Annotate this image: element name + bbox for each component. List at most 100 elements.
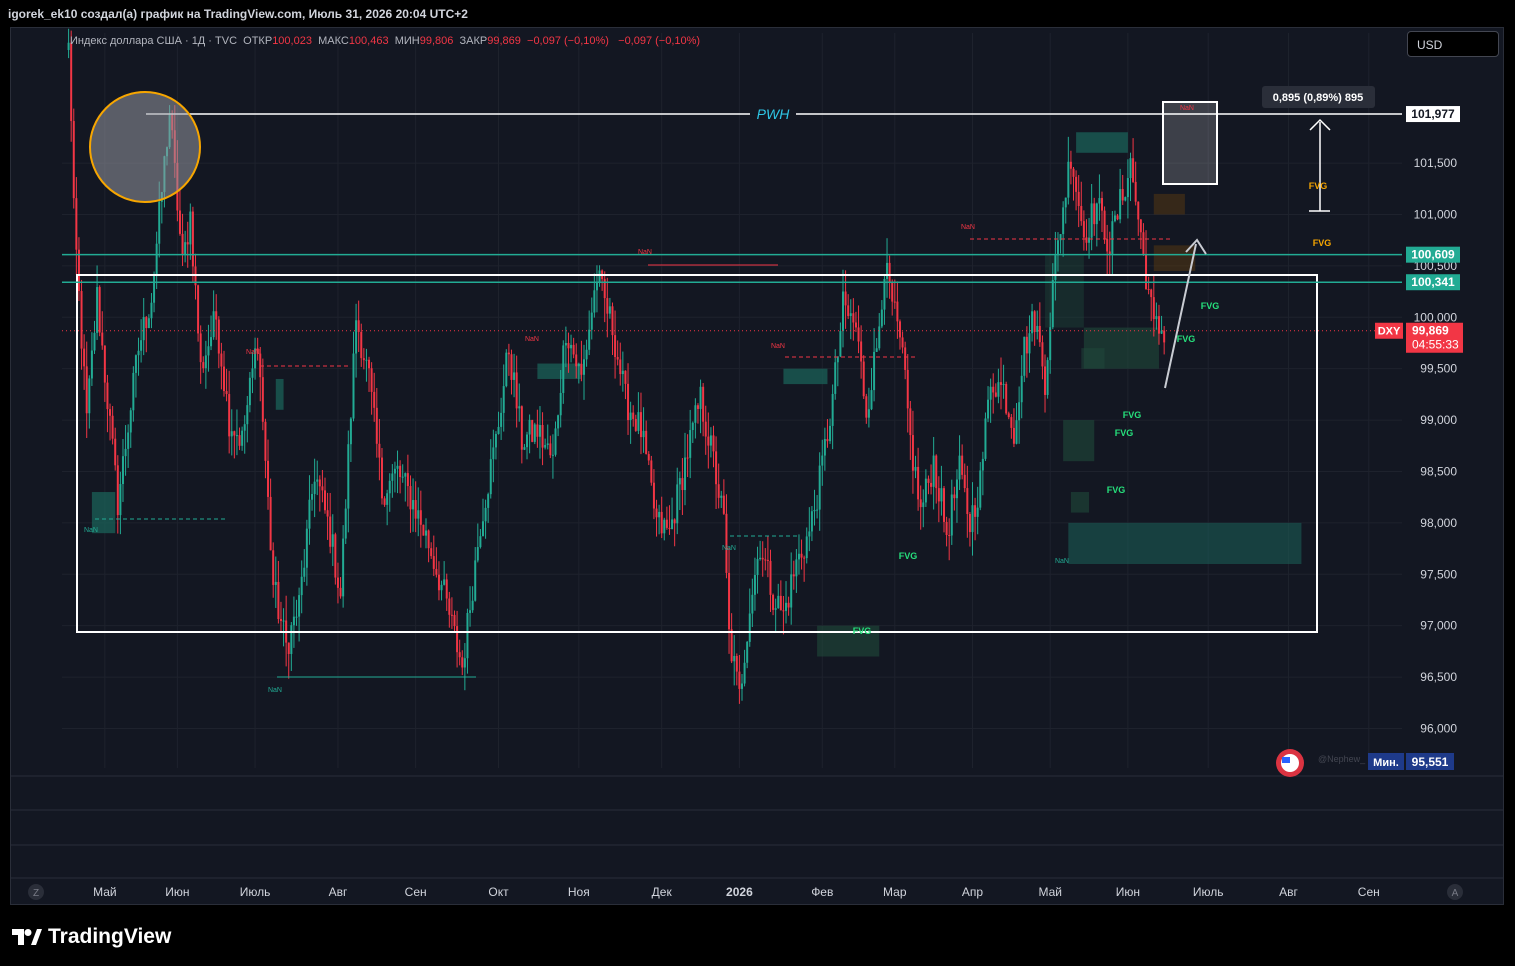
candle <box>1031 303 1034 342</box>
symbol-legend[interactable]: Индекс доллара США · 1Д · TVC ОТКР100,02… <box>70 35 700 47</box>
candle-body <box>1126 178 1129 198</box>
candle-body <box>580 363 583 375</box>
candle-body <box>932 455 935 487</box>
candle <box>422 524 425 536</box>
candle-body <box>241 430 244 446</box>
candle <box>637 392 640 435</box>
candle-body <box>487 494 490 508</box>
candle <box>725 494 728 579</box>
legend-symbol: Индекс доллара США · 1Д · TVC <box>70 35 238 47</box>
candle <box>321 469 324 503</box>
candle <box>365 348 368 382</box>
candle-body <box>943 488 946 522</box>
candle <box>1113 210 1116 223</box>
candle <box>580 340 583 382</box>
candle-body <box>782 610 785 612</box>
highlight-circle[interactable] <box>89 91 201 203</box>
candle-body <box>880 309 883 327</box>
min-tag-label: Мин. <box>1373 757 1399 769</box>
candle <box>510 349 513 395</box>
candle-body <box>541 425 544 448</box>
level-price-tag[interactable] <box>1406 246 1460 263</box>
candle-body <box>90 350 93 379</box>
candle-body <box>1036 325 1039 332</box>
candle-body <box>308 499 311 529</box>
candle-body <box>554 428 557 455</box>
candle-body <box>1088 237 1091 243</box>
candle <box>80 279 83 370</box>
candle-body <box>660 511 663 534</box>
candle-body <box>204 355 207 369</box>
candle <box>303 549 306 582</box>
candle <box>318 475 321 512</box>
candle <box>202 356 205 373</box>
candle <box>955 469 958 523</box>
candle-body <box>316 479 319 482</box>
candle <box>386 489 389 526</box>
nan-label: NaN <box>722 545 736 552</box>
candle <box>72 108 75 209</box>
candle <box>388 473 391 512</box>
candle-body <box>676 484 679 524</box>
candle <box>326 492 329 540</box>
candle-body <box>665 519 668 528</box>
highlight-box[interactable] <box>1162 101 1218 185</box>
candle-body <box>694 405 697 423</box>
candle <box>531 419 534 443</box>
candle <box>1134 161 1137 206</box>
candle <box>316 460 319 496</box>
candle-body <box>1015 420 1018 444</box>
candle-body <box>375 407 378 444</box>
candle <box>717 463 720 509</box>
candle <box>909 400 912 460</box>
candle <box>1044 354 1047 413</box>
candle <box>831 384 834 450</box>
fvg-zone <box>1063 420 1095 462</box>
candle <box>362 348 365 370</box>
measure-head <box>1309 118 1331 131</box>
range-box[interactable] <box>76 274 1318 633</box>
candle-body <box>404 473 407 477</box>
candle <box>583 344 585 400</box>
auto-scale-button[interactable] <box>1447 884 1463 900</box>
zoom-button[interactable] <box>28 884 44 900</box>
last-price-tag[interactable] <box>1406 322 1463 353</box>
candle <box>551 434 554 479</box>
candle <box>399 460 402 494</box>
candle-body <box>523 447 526 450</box>
candle <box>564 326 567 368</box>
candle-body <box>339 587 342 597</box>
chart-frame[interactable] <box>10 27 1504 905</box>
candle-body <box>456 626 459 653</box>
fvg-label: FVG <box>1313 238 1332 248</box>
candle <box>790 552 793 625</box>
candle <box>474 547 477 602</box>
tradingview-logo[interactable]: TradingView <box>12 925 171 949</box>
candle <box>1111 211 1114 275</box>
candle <box>686 434 689 477</box>
candle-body <box>764 559 767 561</box>
candle <box>1093 197 1096 236</box>
candle-body <box>595 282 598 291</box>
candle-body <box>655 508 658 518</box>
candle <box>696 403 699 424</box>
candle <box>1160 315 1163 335</box>
candle-body <box>883 278 886 310</box>
candle-body <box>225 391 228 395</box>
candle <box>764 548 767 571</box>
candle-body <box>940 488 943 502</box>
candle <box>443 561 446 586</box>
candle-body <box>145 317 148 329</box>
currency-selector-button[interactable]: USD <box>1407 31 1499 57</box>
candle-body <box>867 409 870 418</box>
level-price-tag[interactable] <box>1406 106 1460 123</box>
level-price-tag[interactable] <box>1406 274 1460 291</box>
candle-body <box>370 368 373 392</box>
candle <box>492 429 495 483</box>
candle <box>888 255 891 299</box>
candle <box>826 419 829 448</box>
candle <box>1059 233 1062 254</box>
candle <box>1142 223 1145 256</box>
candle-body <box>984 418 987 459</box>
